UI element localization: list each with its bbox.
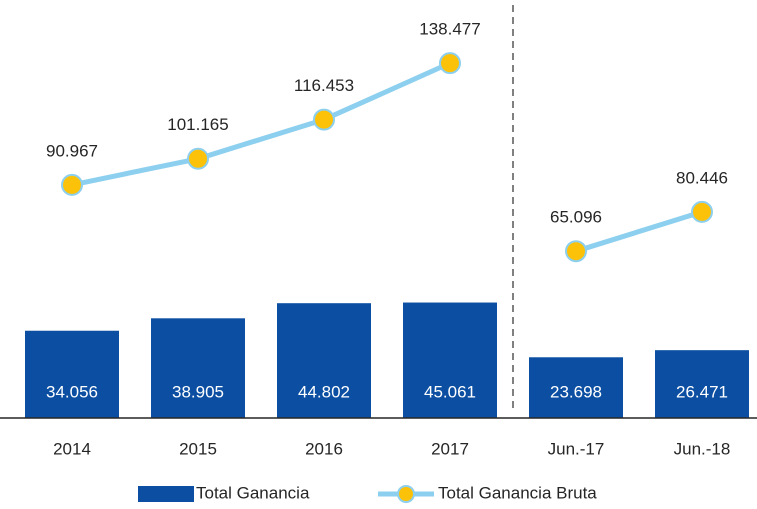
line-value-label: 65.096 xyxy=(550,208,602,227)
bar-value-label: 26.471 xyxy=(676,382,728,401)
line xyxy=(575,209,703,254)
line-marker xyxy=(187,147,209,170)
line-marker xyxy=(691,200,713,223)
bar-value-label: 34.056 xyxy=(46,382,98,401)
bar xyxy=(25,330,119,418)
bar-value-label: 44.802 xyxy=(298,382,350,401)
line xyxy=(71,60,452,188)
x-tick-label: 2016 xyxy=(305,439,343,458)
bar-value-label: 38.905 xyxy=(172,382,224,401)
legend-label: Total Ganancia Bruta xyxy=(438,483,597,502)
line-marker xyxy=(565,240,587,263)
bar xyxy=(655,350,749,418)
x-tick-label: Jun.-18 xyxy=(674,439,731,458)
x-tick-label: 2017 xyxy=(431,439,469,458)
legend-swatch xyxy=(138,486,194,502)
line-value-label: 138.477 xyxy=(419,20,480,39)
legend-marker xyxy=(397,485,415,503)
bar xyxy=(403,302,497,418)
line-marker xyxy=(313,108,335,131)
bar-value-label: 45.061 xyxy=(424,382,476,401)
bar xyxy=(529,357,623,418)
line-value-label: 80.446 xyxy=(676,168,728,187)
bar-value-label: 23.698 xyxy=(550,382,602,401)
x-tick-label: 2015 xyxy=(179,439,217,458)
line-marker xyxy=(439,52,461,75)
legend-label: Total Ganancia xyxy=(196,483,310,502)
x-tick-label: 2014 xyxy=(53,439,91,458)
line-value-label: 116.453 xyxy=(294,76,354,95)
bar xyxy=(277,303,371,418)
line-value-label: 101.165 xyxy=(167,115,228,134)
line-value-label: 90.967 xyxy=(46,141,98,160)
line-marker xyxy=(61,173,83,196)
x-tick-label: Jun.-17 xyxy=(548,439,605,458)
bar xyxy=(151,318,245,418)
